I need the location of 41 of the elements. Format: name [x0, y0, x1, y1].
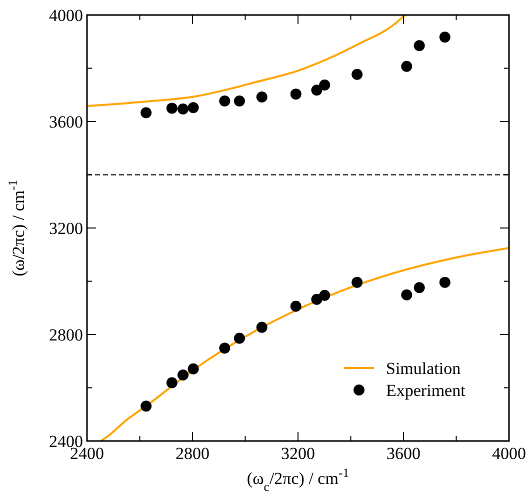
point — [352, 68, 363, 80]
point — [352, 276, 363, 288]
point — [166, 102, 178, 114]
line-series — [87, 15, 406, 108]
point — [234, 96, 245, 106]
point — [414, 40, 425, 52]
x-axis-title: (ω$_{c}$/2πc) / cm$^{-1}$ — [246, 466, 350, 494]
point — [219, 96, 230, 106]
y-tick-label: 3200 — [49, 219, 83, 238]
point — [219, 342, 230, 354]
point — [439, 32, 450, 43]
point — [178, 103, 189, 114]
point — [311, 84, 322, 96]
point — [188, 102, 199, 114]
y-tick-label: 3600 — [49, 112, 83, 132]
point — [140, 107, 152, 118]
x-tick-label: 2800 — [176, 444, 210, 463]
point — [140, 400, 152, 412]
point — [256, 322, 268, 333]
point — [290, 300, 302, 312]
legend-label: Simulation — [386, 359, 462, 378]
y-tick-label: 2800 — [49, 326, 83, 344]
point — [178, 369, 189, 380]
point — [166, 377, 178, 388]
legend-label: Experiment — [386, 381, 466, 400]
point — [401, 60, 412, 72]
line-series — [100, 246, 509, 441]
point — [401, 289, 412, 300]
x-tick-label: 4000 — [492, 444, 526, 463]
point — [234, 332, 245, 344]
point — [414, 282, 425, 294]
point — [311, 294, 322, 305]
x-tick-label: 3200 — [281, 444, 315, 463]
point — [319, 80, 330, 91]
x-tick-label: 3600 — [386, 444, 420, 463]
point — [290, 88, 302, 100]
point — [188, 363, 199, 374]
point — [439, 276, 450, 288]
point — [256, 92, 268, 103]
y-tick-label: 4000 — [49, 6, 83, 25]
point — [319, 290, 330, 301]
